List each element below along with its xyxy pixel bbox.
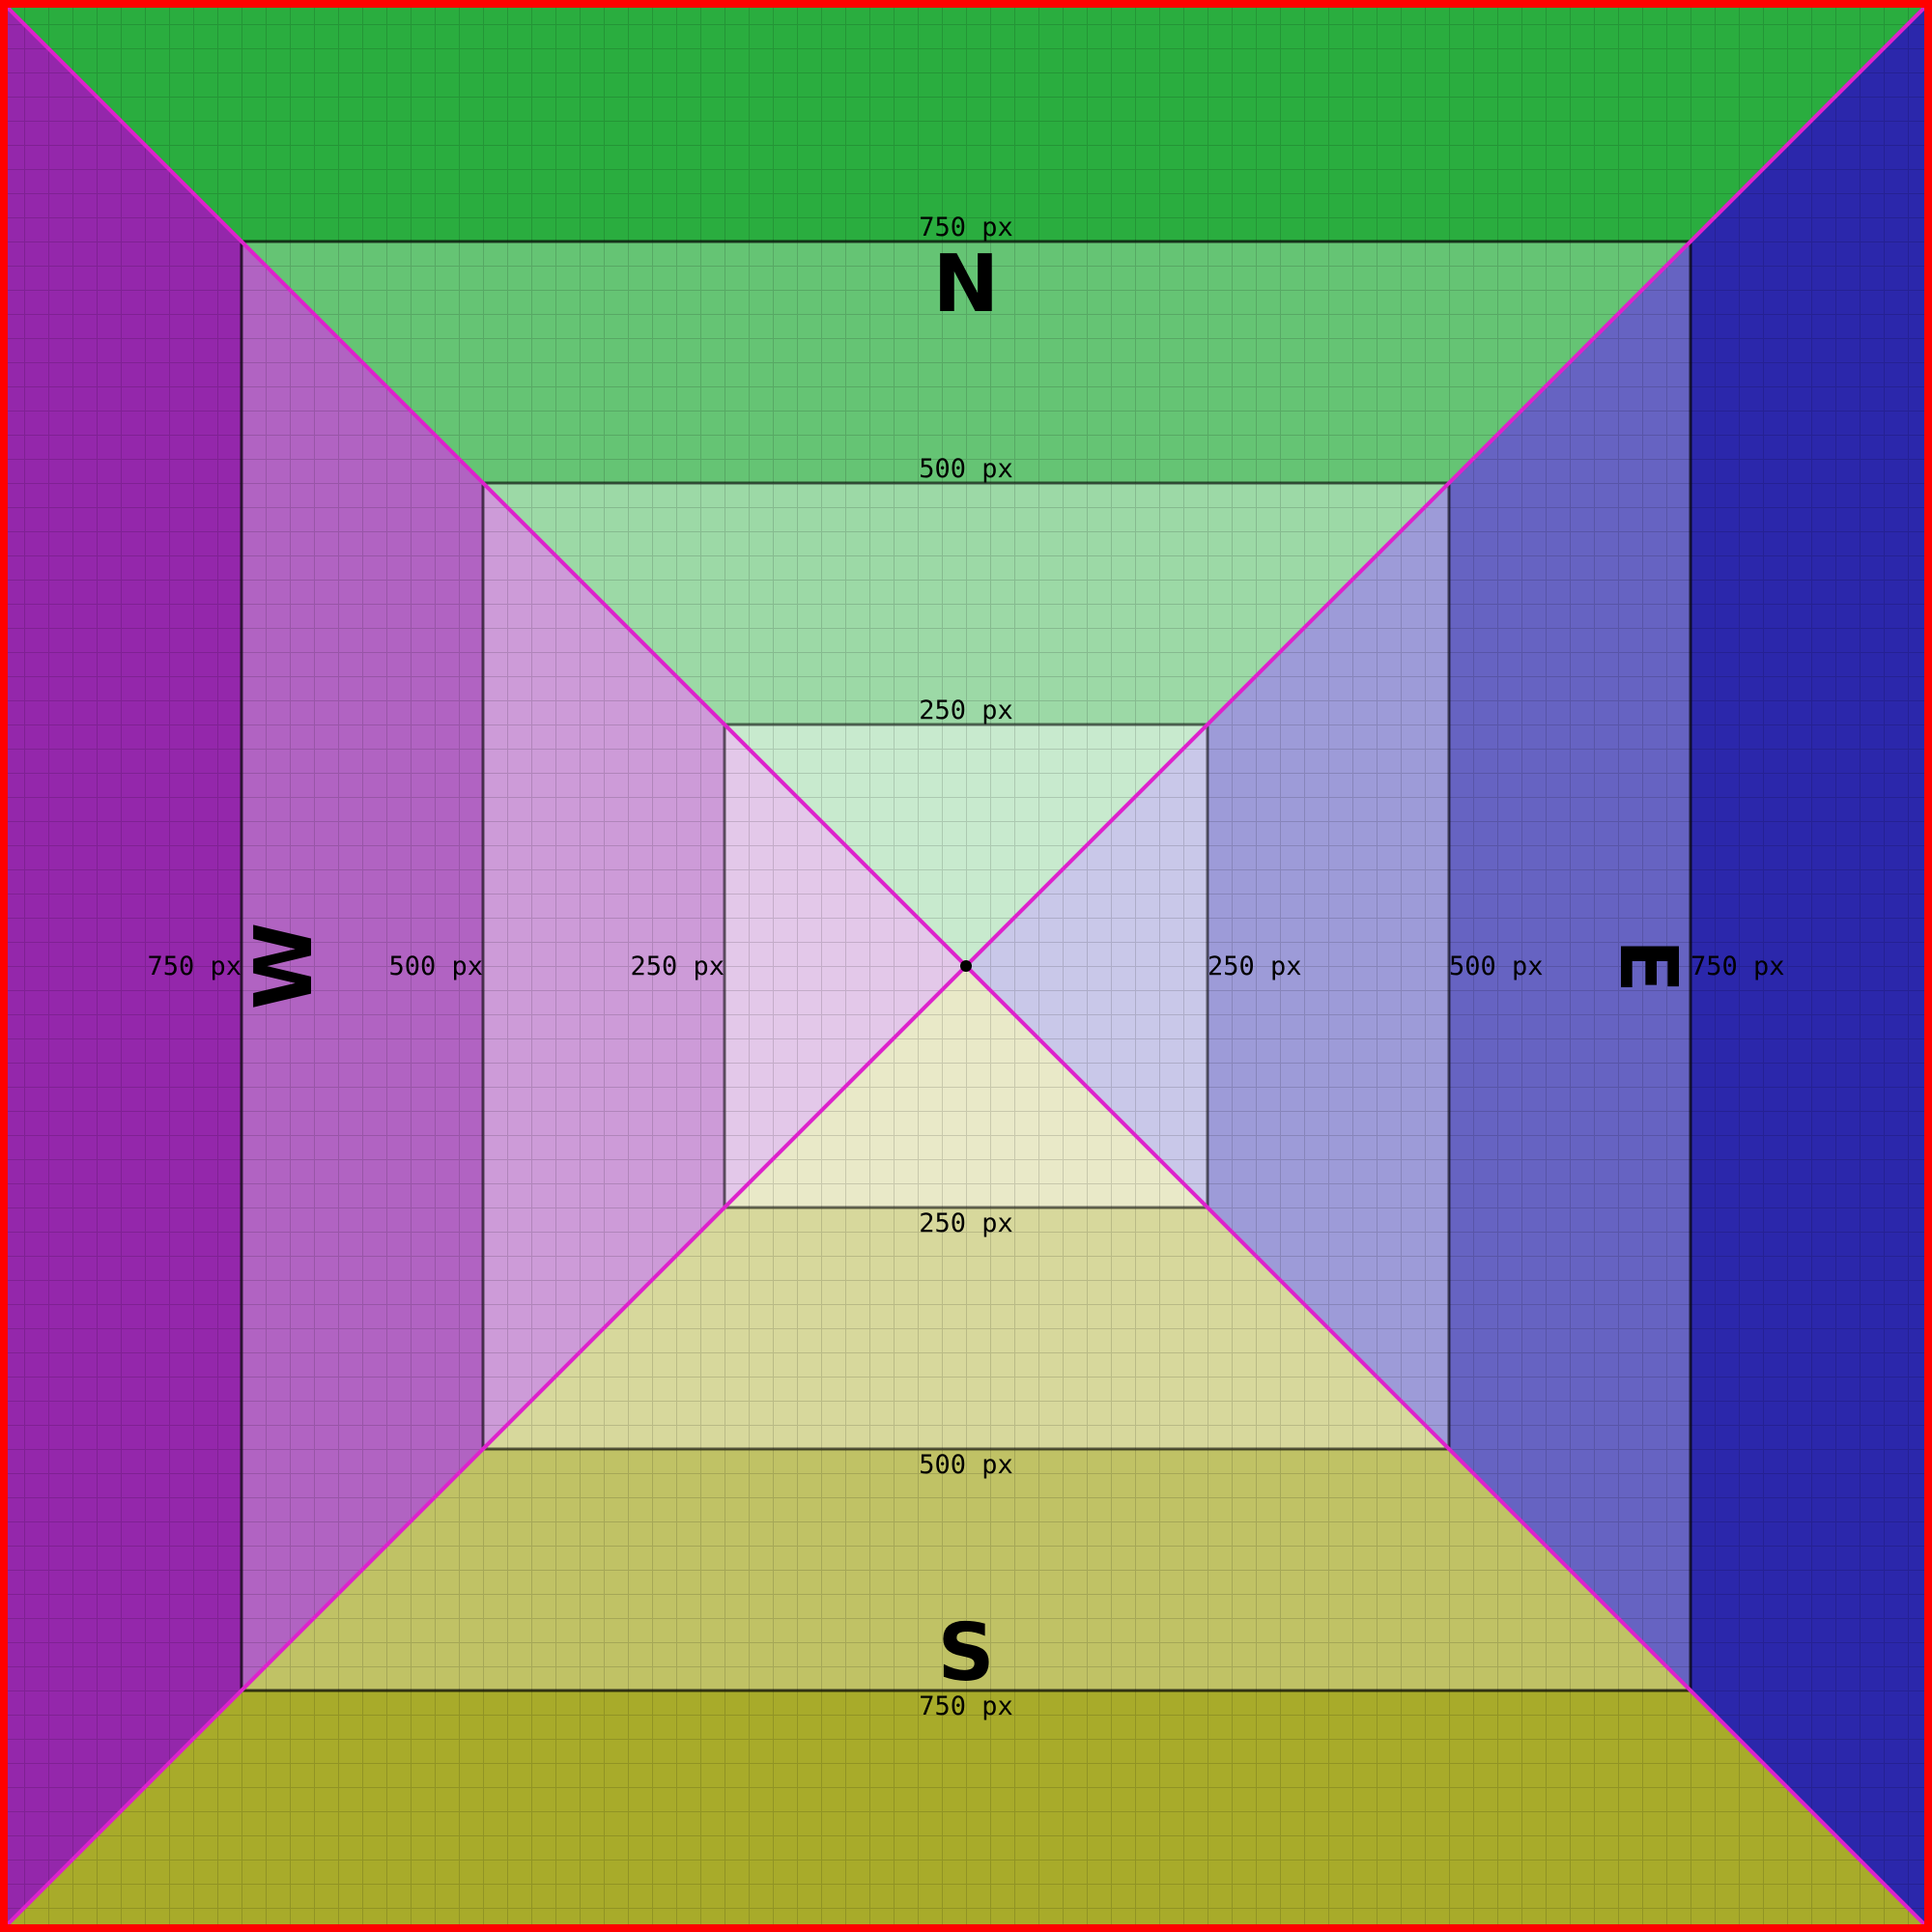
ring-label-left-500: 500 px <box>388 952 483 981</box>
compass-west-label: W <box>239 923 330 1009</box>
compass-east-label: E <box>1602 939 1693 993</box>
ring-label-right-250: 250 px <box>1208 952 1302 981</box>
ring-label-right-750: 750 px <box>1690 952 1785 981</box>
ring-250-outline <box>723 723 1209 1209</box>
ring-label-top-250: 250 px <box>919 696 1013 725</box>
compass-south-label: S <box>937 1607 994 1699</box>
center-dot <box>960 960 972 972</box>
ring-label-top-750: 750 px <box>919 213 1013 242</box>
ring-750-outline <box>240 240 1692 1692</box>
ring-label-top-500: 500 px <box>919 454 1013 484</box>
compass-north-label: N <box>933 239 1000 330</box>
ring-label-bottom-500: 500 px <box>919 1450 1013 1480</box>
ring-label-left-750: 750 px <box>147 952 242 981</box>
ring-label-bottom-750: 750 px <box>919 1691 1013 1721</box>
ring-label-right-500: 500 px <box>1449 952 1544 981</box>
ring-label-left-250: 250 px <box>630 952 724 981</box>
ring-label-bottom-250: 250 px <box>919 1208 1013 1238</box>
ring-500-outline <box>481 481 1451 1451</box>
